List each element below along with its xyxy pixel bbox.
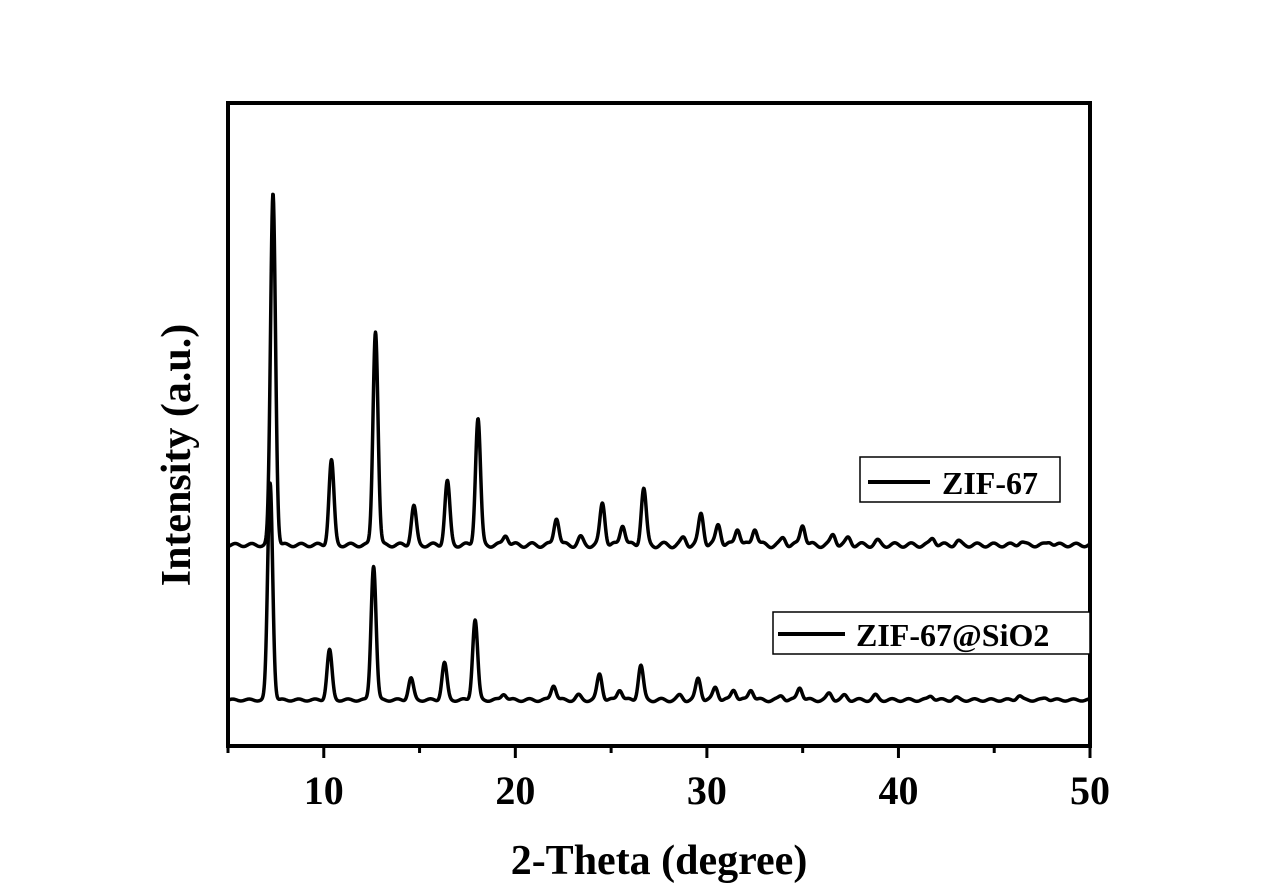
legend-box xyxy=(859,456,1061,503)
legend-label: ZIF-67@SiO2 xyxy=(856,617,1049,653)
x-axis-tick-labels: 10 20 30 40 50 xyxy=(304,768,1110,813)
x-tick-label: 40 xyxy=(878,768,918,813)
x-tick-label: 50 xyxy=(1070,768,1110,813)
x-tick-label: 10 xyxy=(304,768,344,813)
series-line-1 xyxy=(226,481,1092,704)
series-layer xyxy=(226,192,1092,704)
x-tick-label: 30 xyxy=(687,768,727,813)
legend-label: ZIF-67 xyxy=(942,465,1038,501)
x-axis-ticks xyxy=(226,746,1092,758)
plot-frame xyxy=(226,101,1092,748)
x-axis-title: 2-Theta (degree) xyxy=(511,838,808,884)
legend-zif67-sio2: ZIF-67@SiO2 xyxy=(772,611,1091,655)
series-line-0 xyxy=(226,192,1092,550)
y-axis-title: Intensity (a.u.) xyxy=(154,324,200,587)
x-tick-label: 20 xyxy=(495,768,535,813)
legend-zif67: ZIF-67 xyxy=(859,456,1061,503)
legend-box xyxy=(772,611,1091,655)
